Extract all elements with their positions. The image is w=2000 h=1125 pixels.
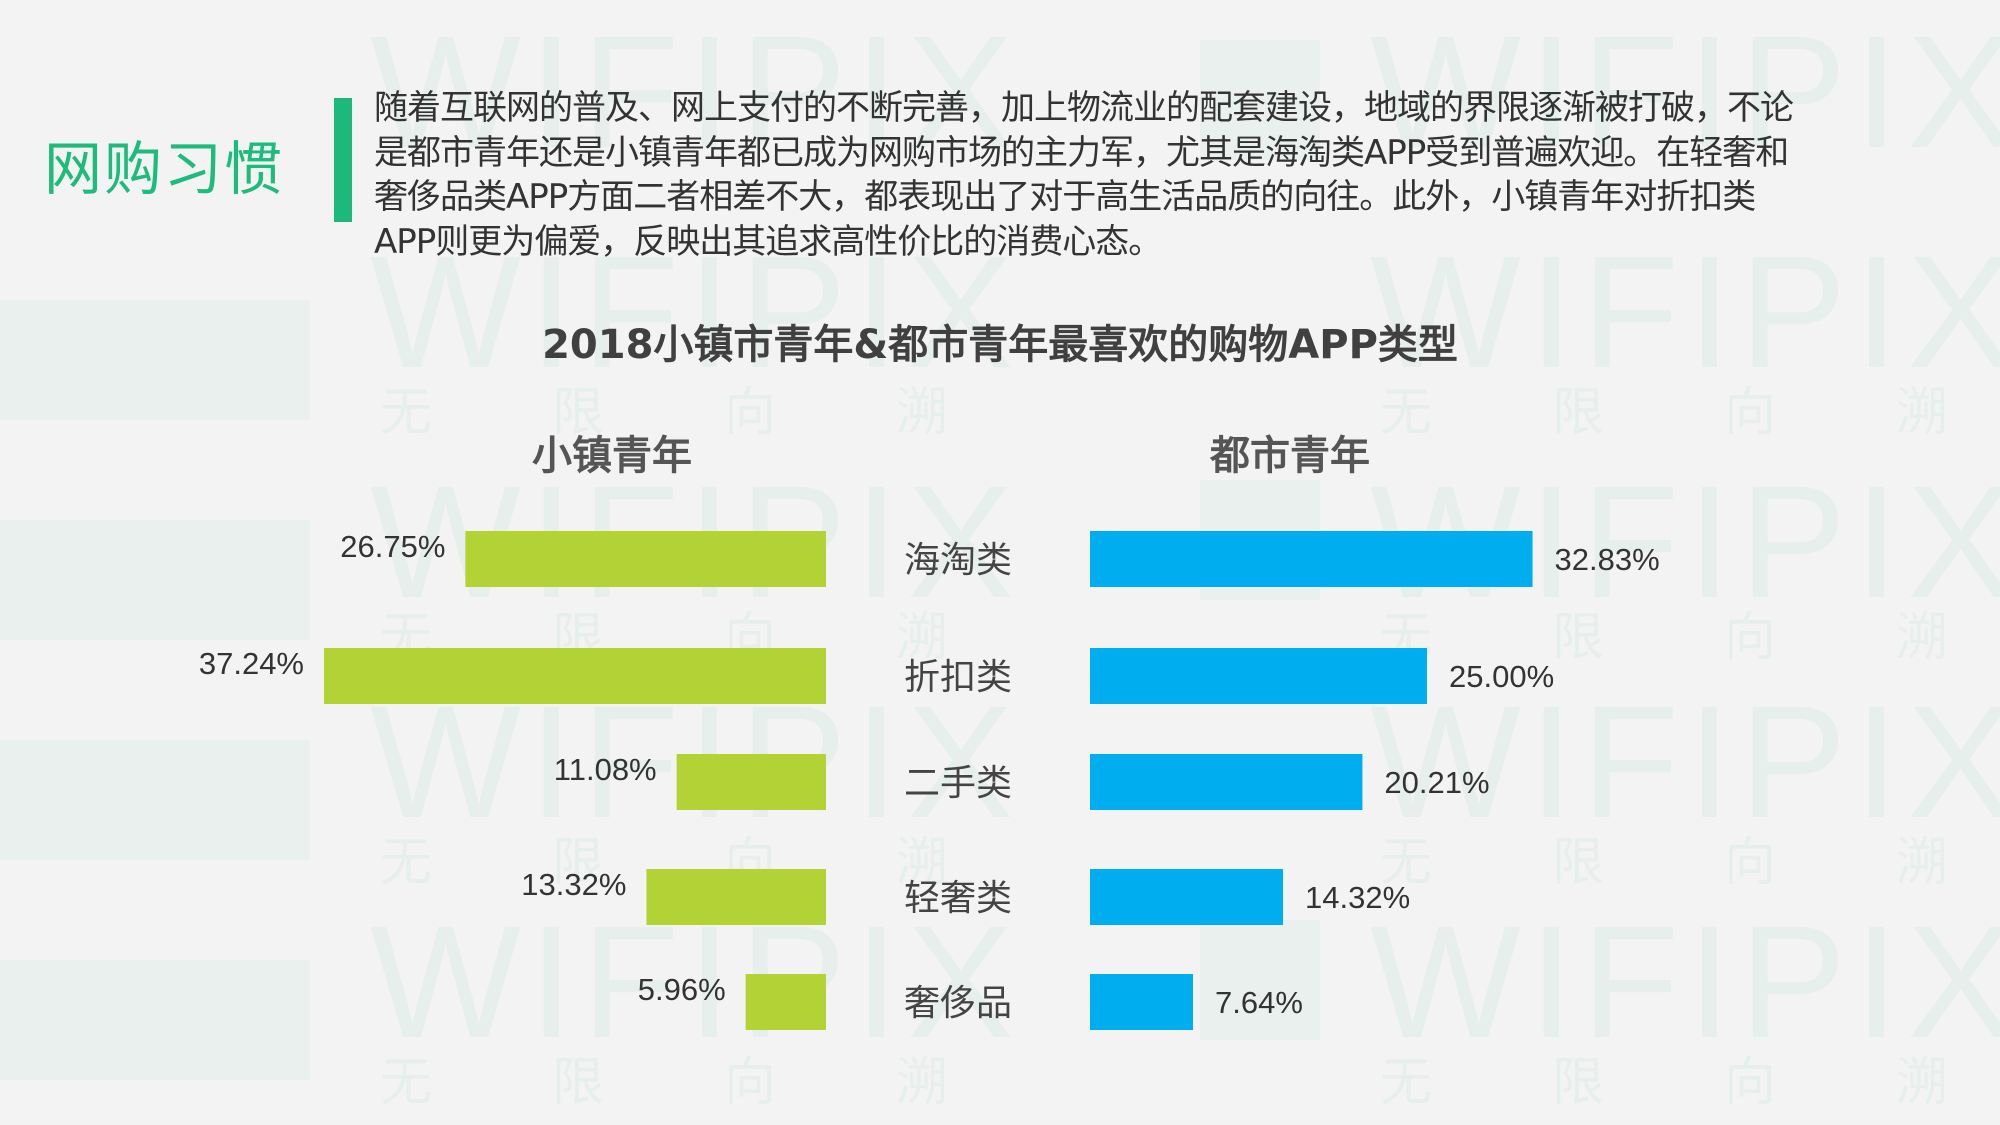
chart-title: 2018小镇市青年&都市青年最喜欢的购物APP类型 [542,322,1458,368]
value-label-city: 32.83% [1555,542,1660,577]
bar-city [1090,869,1284,925]
value-label-town: 11.08% [554,752,657,787]
value-label-city: 20.21% [1384,765,1489,800]
bar-town [465,531,826,587]
value-label-city: 25.00% [1449,659,1554,694]
accent-bar [334,98,352,222]
value-label-town: 13.32% [521,867,626,902]
bar-town [324,648,826,704]
value-label-town: 37.24% [199,646,304,681]
panel-title-town: 小镇青年 [532,433,692,479]
bar-city [1090,754,1363,810]
bar-city [1090,974,1193,1030]
bar-town [676,754,826,810]
bar-town [646,869,826,925]
panel-title-city: 都市青年 [1209,433,1370,479]
category-label: 轻奢类 [904,878,1012,919]
category-label: 二手类 [904,763,1012,804]
category-label: 奢侈品 [904,983,1012,1024]
intro-paragraph: 随着互联网的普及、网上支付的不断完善，加上物流业的配套建设，地域的界限逐渐被打破… [374,88,1794,262]
value-label-town: 26.75% [340,529,445,564]
bar-city [1090,531,1533,587]
value-label-town: 5.96% [638,972,726,1007]
bar-city [1090,648,1428,704]
category-label: 折扣类 [904,657,1012,698]
section-title: 网购习惯 [44,135,285,203]
category-label: 海淘类 [904,540,1012,581]
value-label-city: 14.32% [1305,880,1410,915]
bar-town [745,974,826,1030]
value-label-city: 7.64% [1215,985,1303,1020]
